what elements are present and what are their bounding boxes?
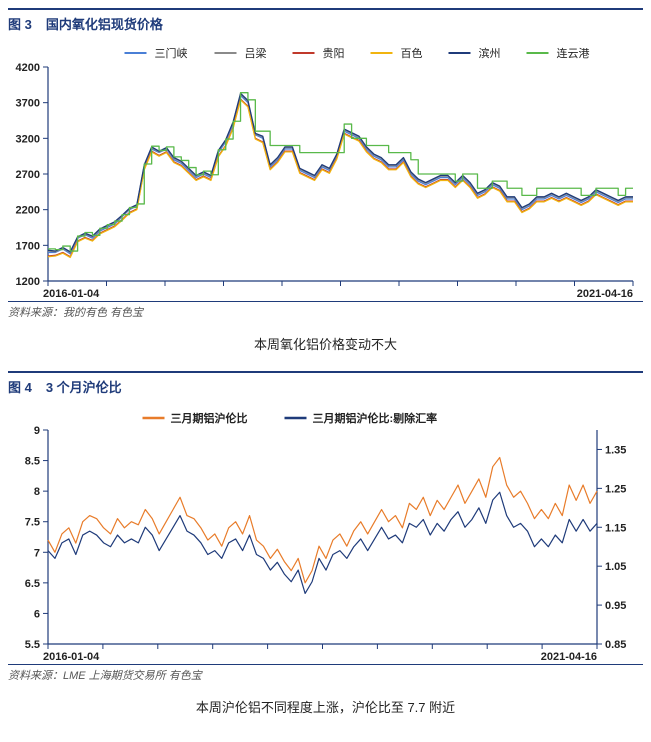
figure-3-chart: 1200 1700 2200 2700 3200 3700 4200 2016-01-04 20…: [8, 39, 643, 299]
figure-3: 图 3 国内氧化铝现货价格 1200 1700 2200 2700 3200 3700 42…: [8, 8, 643, 353]
svg-text:6: 6: [34, 608, 40, 620]
svg-text:三门峡: 三门峡: [155, 46, 188, 60]
svg-text:6.5: 6.5: [25, 578, 40, 590]
svg-text:3700: 3700: [16, 98, 40, 110]
svg-text:滨州: 滨州: [479, 46, 501, 60]
svg-text:8.5: 8.5: [25, 456, 40, 468]
svg-text:2016-01-04: 2016-01-04: [43, 651, 100, 662]
figure-3-num: 图 3: [8, 14, 32, 33]
svg-text:1.25: 1.25: [605, 483, 626, 495]
svg-text:2200: 2200: [16, 205, 40, 217]
figure-4-source: 资料来源：LME 上海期货交易所 有色宝: [8, 664, 643, 683]
figure-4-num: 图 4: [8, 377, 32, 396]
figure-4-caption: 本周沪伦铝不同程度上涨，沪伦比至 7.7 附近: [8, 697, 643, 716]
svg-text:1200: 1200: [16, 276, 40, 288]
svg-text:2021-04-16: 2021-04-16: [577, 288, 633, 299]
svg-text:0.85: 0.85: [605, 639, 626, 651]
svg-text:1.05: 1.05: [605, 561, 626, 573]
svg-text:百色: 百色: [401, 46, 423, 60]
svg-text:5.5: 5.5: [25, 639, 40, 651]
svg-text:7: 7: [34, 547, 40, 559]
svg-text:吕梁: 吕梁: [245, 46, 267, 60]
figure-4-title: 3 个月沪伦比: [46, 377, 122, 396]
svg-text:2700: 2700: [16, 169, 40, 181]
svg-text:贵阳: 贵阳: [323, 47, 345, 60]
svg-text:8: 8: [34, 486, 40, 498]
svg-text:7.5: 7.5: [25, 517, 40, 529]
figure-4: 图 4 3 个月沪伦比 5.5 6 6.5 7 7.5 8 8.5 9 0.85 0.95 1.05…: [8, 371, 643, 716]
figure-4-chart: 5.5 6 6.5 7 7.5 8 8.5 9 0.85 0.95 1.05 1.15 1.25 1.35…: [8, 402, 643, 662]
figure-3-title: 国内氧化铝现货价格: [46, 14, 163, 33]
svg-text:2016-01-04: 2016-01-04: [43, 288, 100, 299]
figure-4-titlebar: 图 4 3 个月沪伦比: [8, 371, 643, 396]
figure-3-source: 资料来源：我的有色 有色宝: [8, 301, 643, 320]
svg-text:4200: 4200: [16, 62, 40, 74]
svg-text:1.15: 1.15: [605, 522, 626, 534]
svg-text:三月期铝沪伦比:剔除汇率: 三月期铝沪伦比:剔除汇率: [313, 411, 438, 425]
svg-text:9: 9: [34, 425, 40, 437]
svg-text:1700: 1700: [16, 240, 40, 252]
svg-text:3200: 3200: [16, 133, 40, 145]
svg-text:三月期铝沪伦比: 三月期铝沪伦比: [171, 411, 248, 425]
svg-text:1.35: 1.35: [605, 444, 626, 456]
svg-text:2021-04-16: 2021-04-16: [541, 651, 597, 662]
svg-text:0.95: 0.95: [605, 600, 626, 612]
figure-3-caption: 本周氧化铝价格变动不大: [8, 334, 643, 353]
svg-text:连云港: 连云港: [557, 47, 590, 60]
figure-3-titlebar: 图 3 国内氧化铝现货价格: [8, 8, 643, 33]
